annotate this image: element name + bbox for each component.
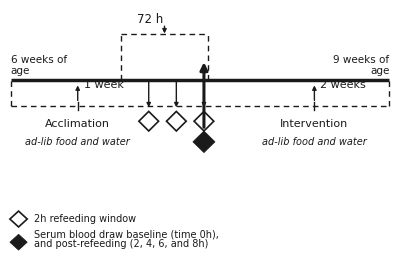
Text: 1 week: 1 week xyxy=(84,80,124,90)
Text: Intervention: Intervention xyxy=(280,119,348,129)
Polygon shape xyxy=(10,234,27,250)
Text: ad-lib food and water: ad-lib food and water xyxy=(262,137,367,147)
Polygon shape xyxy=(193,131,215,153)
Text: ad-lib food and water: ad-lib food and water xyxy=(25,137,130,147)
Text: and post-refeeding (2, 4, 6, and 8h): and post-refeeding (2, 4, 6, and 8h) xyxy=(34,239,209,249)
Text: Serum blood draw baseline (time 0h),: Serum blood draw baseline (time 0h), xyxy=(34,230,219,240)
Text: Acclimation: Acclimation xyxy=(45,119,110,129)
Text: 72 h: 72 h xyxy=(137,13,163,26)
Text: 2h refeeding window: 2h refeeding window xyxy=(34,214,136,224)
Text: 9 weeks of
age: 9 weeks of age xyxy=(333,54,389,76)
Text: 2 weeks: 2 weeks xyxy=(320,80,366,90)
Text: 6 weeks of
age: 6 weeks of age xyxy=(11,54,67,76)
